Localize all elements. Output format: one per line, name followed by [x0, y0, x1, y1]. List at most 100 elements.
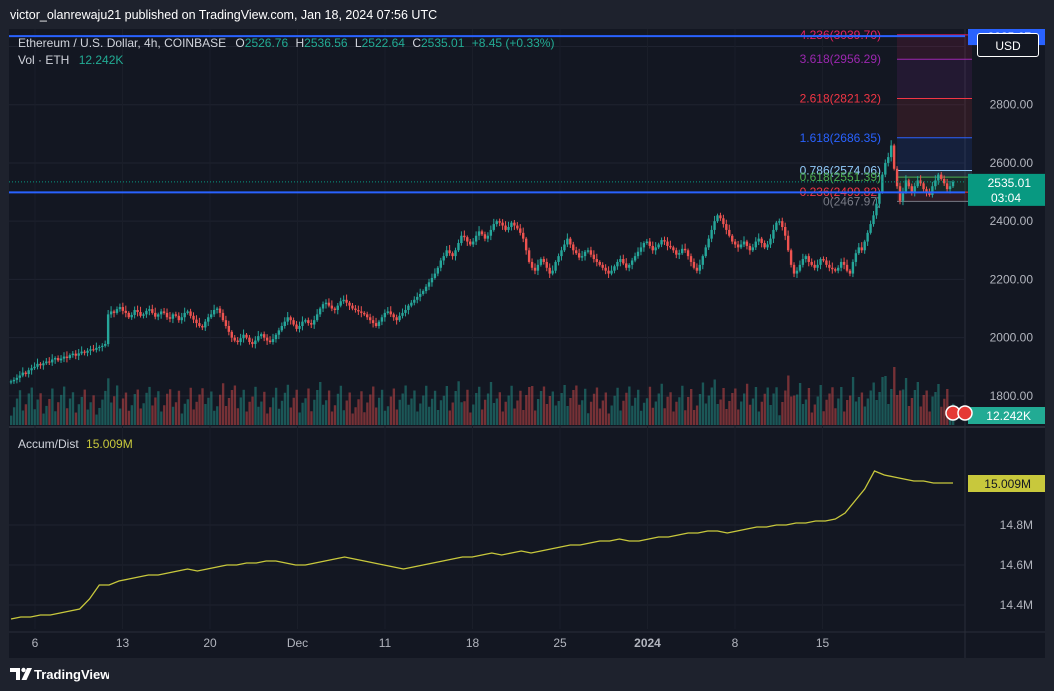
volume-bar — [366, 402, 369, 425]
high-value: 2536.56 — [304, 36, 348, 50]
volume-bar — [607, 413, 610, 425]
candle-body — [327, 302, 331, 306]
candle-body — [519, 228, 522, 233]
volume-bar — [778, 415, 781, 425]
candle-body — [651, 245, 654, 251]
volume-bar — [45, 405, 48, 425]
volume-bar — [901, 389, 905, 425]
fib-zone — [897, 170, 972, 178]
candle-body — [937, 174, 940, 181]
volume-bar — [769, 405, 772, 425]
candle-body — [878, 192, 881, 204]
candle-body — [654, 247, 657, 251]
candle-body — [466, 237, 469, 242]
candle-body — [533, 267, 537, 271]
candle-body — [451, 253, 454, 257]
volume-bar — [569, 398, 572, 425]
candle-body — [283, 321, 286, 326]
volume-bar — [925, 390, 928, 425]
candle-body — [371, 320, 375, 324]
candle-body — [242, 334, 245, 339]
time-tick-label: 20 — [203, 636, 217, 650]
volume-bar — [843, 411, 846, 425]
candle-body — [619, 259, 622, 262]
volume-bar — [298, 412, 301, 425]
volume-bar — [486, 393, 490, 425]
candle-body — [295, 324, 298, 329]
candle-body — [607, 270, 610, 274]
candle-body — [851, 261, 855, 274]
volume-bar — [622, 400, 625, 425]
candle-body — [601, 264, 604, 268]
volume-bar — [286, 384, 290, 425]
candle-body — [642, 243, 646, 248]
candle-body — [660, 240, 663, 245]
volume-bar — [363, 412, 366, 425]
candle-body — [683, 248, 687, 251]
candle-body — [463, 235, 466, 238]
volume-bar — [916, 382, 920, 425]
volume-bar — [186, 399, 189, 425]
candle-body — [842, 261, 846, 265]
currency-button[interactable]: USD — [977, 33, 1039, 57]
volume-bar — [734, 388, 737, 425]
candle-body — [786, 235, 790, 251]
volume-bar — [698, 394, 702, 425]
volume-bar — [442, 395, 446, 425]
candle-body — [836, 267, 840, 271]
tradingview-logo[interactable]: TradingView — [9, 665, 109, 685]
volume-bar — [610, 405, 613, 425]
candle-body — [156, 314, 160, 317]
candle-body — [760, 238, 763, 244]
volume-bar — [754, 387, 758, 425]
volume-bar — [151, 405, 154, 425]
candle-body — [560, 250, 563, 257]
price-tick-label: 1800.00 — [990, 389, 1034, 403]
volume-bar — [18, 390, 22, 425]
volume-bar — [327, 390, 331, 425]
candle-body — [430, 277, 434, 283]
candle-body — [589, 250, 593, 255]
fib-level-label: 0.786(2574.06) — [800, 163, 881, 177]
candle-body — [145, 310, 148, 315]
volume-bar — [398, 399, 401, 425]
volume-bar — [157, 391, 160, 425]
candle-body — [233, 337, 236, 341]
candle-body — [501, 222, 504, 226]
volume-bar — [498, 392, 502, 425]
volume-bar — [798, 383, 802, 425]
candle-body — [433, 273, 437, 278]
volume-bar — [790, 396, 793, 425]
volume-bar — [395, 409, 398, 425]
time-tick-label: 13 — [116, 636, 130, 650]
candle-body — [884, 162, 887, 175]
candle-body — [925, 189, 928, 193]
candle-body — [386, 311, 389, 313]
candle-body — [834, 269, 837, 271]
chart-svg[interactable]: 1800.00 2000.00 2200.00 2400.00 2600.00 2800.… — [9, 29, 1045, 658]
candle-body — [622, 259, 625, 264]
candle-body — [810, 261, 813, 265]
close-label: C — [412, 36, 421, 50]
candle-body — [363, 312, 366, 315]
candle-body — [395, 317, 398, 321]
volume-bar — [410, 398, 413, 425]
volume-bar — [801, 404, 805, 425]
candle-body — [907, 180, 911, 187]
volume-value: 12.242K — [78, 53, 124, 67]
candle-body — [239, 338, 242, 343]
volume-bar — [857, 397, 861, 425]
candle-body — [577, 253, 581, 258]
volume-bar — [713, 379, 716, 425]
candle-body — [948, 186, 952, 190]
time-tick-label: 11 — [379, 636, 392, 650]
open-label: O — [235, 36, 245, 50]
volume-bar — [324, 400, 328, 425]
candle-body — [15, 377, 19, 380]
candle-body — [348, 302, 351, 306]
volume-bar — [319, 382, 322, 425]
price-tick-label: 2600.00 — [990, 156, 1034, 170]
chart-area[interactable]: 1800.00 2000.00 2200.00 2400.00 2600.00 2800.… — [9, 29, 1045, 658]
candle-body — [342, 299, 345, 302]
candle-body — [945, 183, 949, 190]
